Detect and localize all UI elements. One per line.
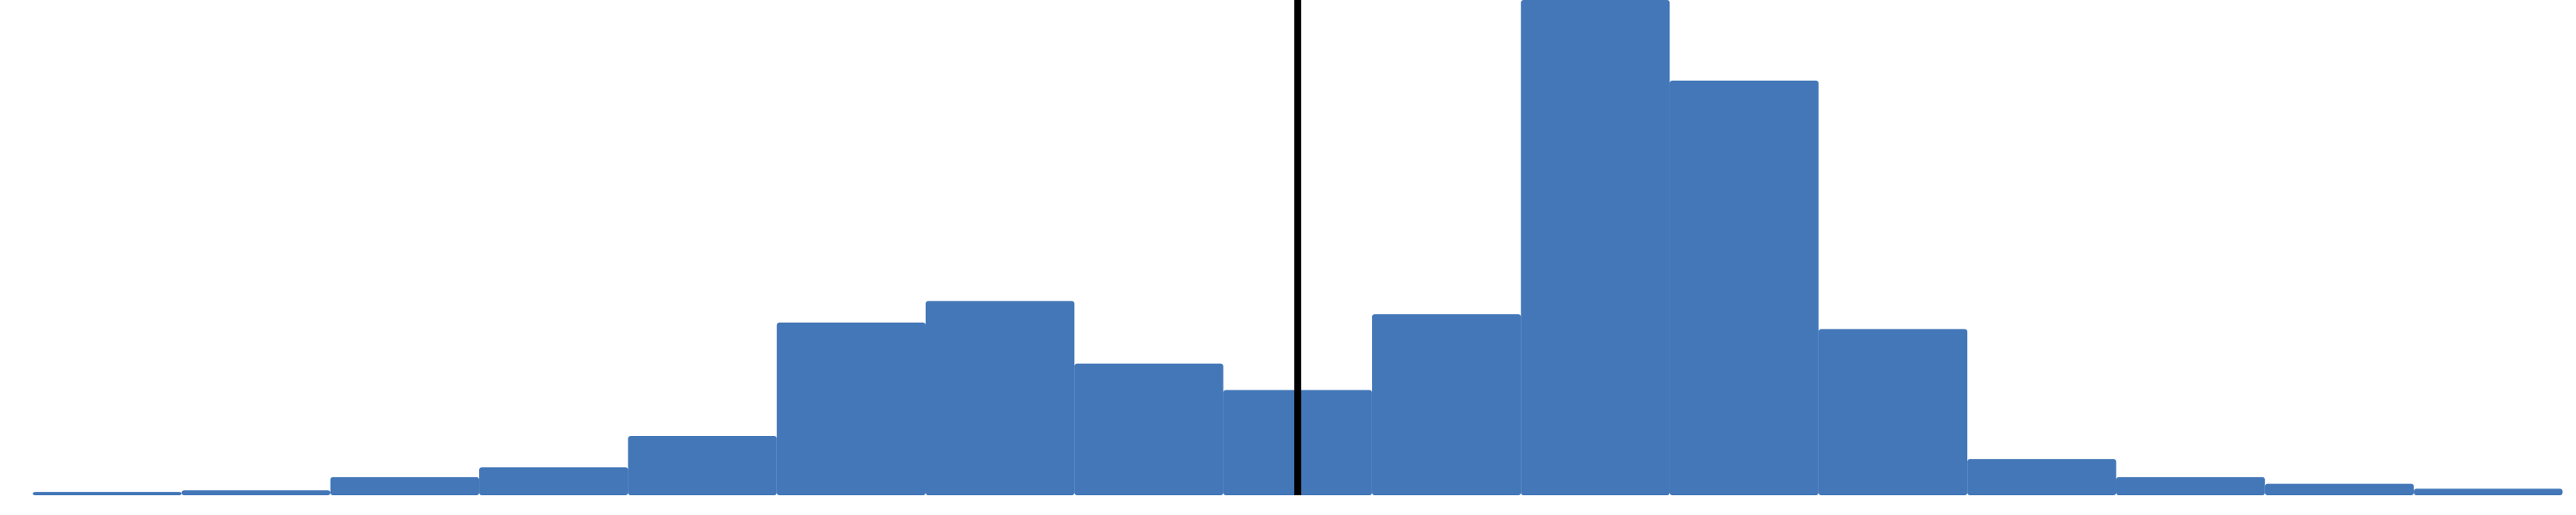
bar	[181, 490, 331, 495]
bar	[776, 322, 926, 495]
bar	[925, 300, 1075, 495]
bar	[33, 492, 182, 495]
bar	[2414, 488, 2563, 495]
bar	[479, 467, 629, 495]
bar	[1669, 80, 1819, 495]
bar	[330, 476, 480, 495]
bar	[628, 435, 777, 495]
bar	[1371, 314, 1522, 495]
bar	[1967, 458, 2117, 495]
bar	[1074, 363, 1224, 495]
bar	[1818, 329, 1968, 495]
bar	[2264, 483, 2415, 495]
bar	[1521, 0, 1670, 495]
bar	[2116, 476, 2265, 495]
